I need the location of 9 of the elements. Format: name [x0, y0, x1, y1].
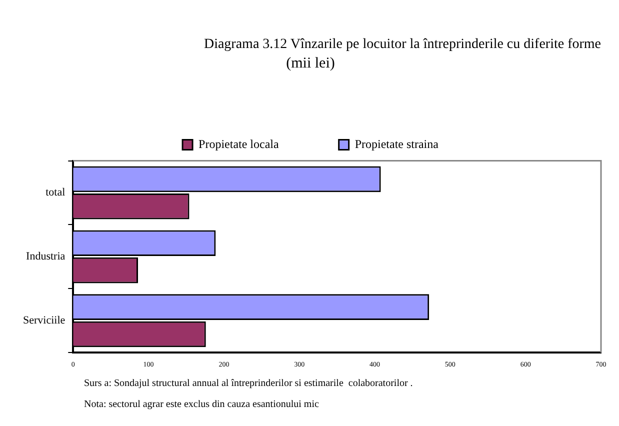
y-tick-label: total [46, 186, 66, 199]
y-tick-label: Serviciile [22, 314, 66, 327]
legend-label: Propietate straina [354, 136, 440, 151]
text: Surs a: Sondajul structural annual al întreprinderilor si estimarile colaboratorilor . [84, 378, 413, 389]
legend-label: Propietate locala [198, 136, 280, 151]
text: Nota: sectorul agrar este exclus din cauza esantionului mic [84, 399, 320, 410]
chart-subtitle: (mii lei) [286, 56, 335, 72]
chart-title: Diagrama 3.12 Vînzarile pe locuitor la întreprinderile cu diferite forme [204, 37, 601, 52]
y-tick-label: Industria [26, 250, 66, 263]
